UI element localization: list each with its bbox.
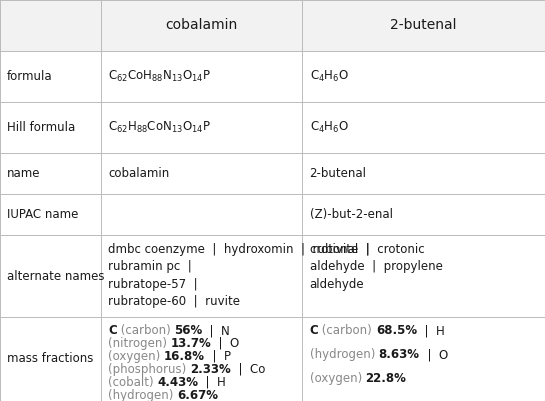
Text: IUPAC name: IUPAC name (7, 208, 78, 221)
Text: 2-butenal: 2-butenal (390, 18, 457, 32)
Text: |  N: | N (202, 324, 230, 337)
Text: (oxygen): (oxygen) (310, 372, 366, 385)
Text: mass fractions: mass fractions (7, 352, 93, 365)
Text: |  H: | H (198, 376, 226, 389)
Text: C: C (108, 324, 117, 337)
Text: 68.5%: 68.5% (376, 324, 417, 337)
Text: cobalamin: cobalamin (166, 18, 238, 32)
Text: 8.63%: 8.63% (379, 348, 420, 361)
Text: (Z)-but-2-enal: (Z)-but-2-enal (310, 208, 392, 221)
Text: (cobalt): (cobalt) (108, 376, 158, 389)
Text: alternate names: alternate names (7, 269, 105, 283)
Text: formula: formula (7, 70, 53, 83)
Text: (hydrogen): (hydrogen) (108, 389, 177, 401)
Text: (hydrogen): (hydrogen) (310, 348, 379, 361)
Text: $\mathregular{C_{4}H_{6}O}$: $\mathregular{C_{4}H_{6}O}$ (310, 69, 349, 84)
Text: 16.8%: 16.8% (164, 350, 205, 363)
Text: 2.33%: 2.33% (190, 363, 231, 376)
Text: dmbc coenzyme  |  hydroxomin  |  rubivite  |
rubramin pc  |
rubratope-57  |
rubr: dmbc coenzyme | hydroxomin | rubivite | … (108, 243, 370, 308)
Text: |  O: | O (211, 337, 240, 350)
Text: (carbon): (carbon) (318, 324, 376, 337)
Text: $\mathregular{C_{62}CoH_{88}N_{13}O_{14}P}$: $\mathregular{C_{62}CoH_{88}N_{13}O_{14}… (108, 69, 211, 84)
Text: 22.8%: 22.8% (366, 372, 407, 385)
Text: (carbon): (carbon) (117, 324, 174, 337)
Text: 13.7%: 13.7% (171, 337, 211, 350)
Text: 56%: 56% (174, 324, 202, 337)
Text: (oxygen): (oxygen) (108, 350, 164, 363)
Text: |  Co: | Co (231, 363, 265, 376)
Text: 2-butenal: 2-butenal (310, 167, 367, 180)
Text: |  H: | H (417, 324, 445, 337)
Text: (phosphorus): (phosphorus) (108, 363, 190, 376)
Text: C: C (310, 324, 318, 337)
Text: $\mathregular{C_{4}H_{6}O}$: $\mathregular{C_{4}H_{6}O}$ (310, 120, 349, 135)
Text: $\mathregular{C_{62}H_{88}CoN_{13}O_{14}P}$: $\mathregular{C_{62}H_{88}CoN_{13}O_{14}… (108, 120, 211, 135)
Text: crotonal  |  crotonic
aldehyde  |  propylene
aldehyde: crotonal | crotonic aldehyde | propylene… (310, 243, 443, 291)
Text: cobalamin: cobalamin (108, 167, 169, 180)
Bar (0, 0, 545, 51)
Text: |  P: | P (205, 350, 231, 363)
Text: (nitrogen): (nitrogen) (108, 337, 171, 350)
Text: Hill formula: Hill formula (7, 121, 75, 134)
Text: 4.43%: 4.43% (158, 376, 198, 389)
Text: name: name (7, 167, 40, 180)
Text: 6.67%: 6.67% (177, 389, 218, 401)
Text: |  O: | O (420, 348, 448, 361)
